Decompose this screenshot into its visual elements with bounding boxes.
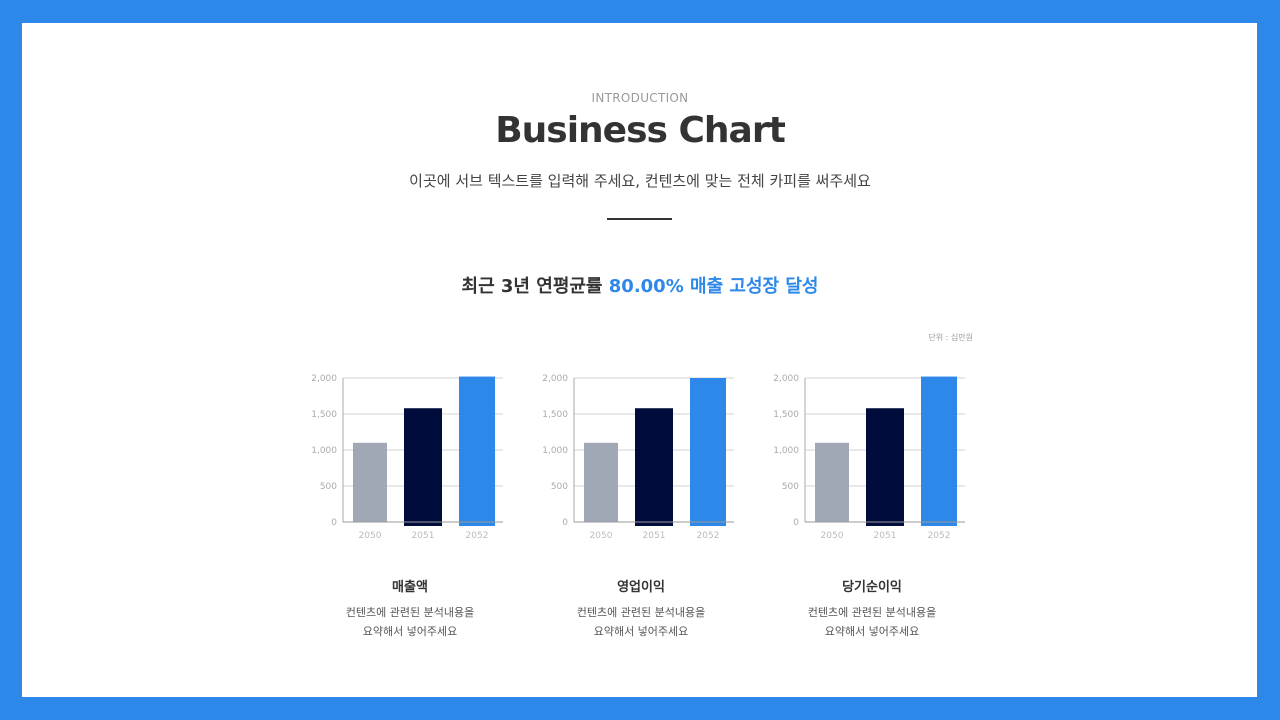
y-tick-label: 1,000 [773, 446, 799, 456]
bar-2051 [404, 408, 442, 526]
y-tick-label: 2,000 [773, 374, 799, 384]
bar-2051 [635, 408, 673, 526]
x-tick-label: 2052 [928, 531, 951, 541]
headline: 최근 3년 연평균률 80.00% 매출 고성장 달성 [0, 272, 1280, 298]
subtitle: 이곳에 서브 텍스트를 입력해 주세요, 컨텐츠에 맞는 전체 카피를 써주세요 [409, 172, 871, 190]
chart-1: 0 500 1,000 1,500 2,000 2050 2051 2052 [542, 374, 734, 541]
chart-title: 당기순이익 [842, 580, 902, 595]
description-line: 컨텐츠에 관련된 분석내용을 [807, 606, 937, 619]
page-title: Business Chart [495, 110, 786, 151]
chart-title: 영업이익 [617, 580, 665, 595]
x-tick-label: 2050 [359, 531, 382, 541]
chart-title: 매출액 [392, 580, 428, 595]
y-tick-label: 0 [562, 518, 568, 528]
x-tick-label: 2052 [466, 531, 489, 541]
bar-2050 [353, 442, 387, 522]
slide-card [22, 23, 1257, 697]
headline-highlight: 80.00% 매출 고성장 달성 [608, 276, 819, 297]
bar-2050 [815, 442, 849, 522]
bar-2052 [690, 378, 726, 526]
y-tick-label: 1,500 [773, 410, 799, 420]
chart-0: 0 500 1,000 1,500 2,000 2050 2051 2052 [311, 374, 503, 541]
description-line: 컨텐츠에 관련된 분석내용을 [576, 606, 706, 619]
x-tick-label: 2052 [697, 531, 720, 541]
y-tick-label: 0 [331, 518, 337, 528]
x-tick-label: 2051 [874, 531, 897, 541]
description-line: 요약해서 넣어주세요 [362, 625, 458, 638]
y-tick-label: 500 [320, 482, 337, 492]
unit-label: 단위 : 십만원 [928, 333, 973, 342]
y-tick-label: 1,000 [542, 446, 568, 456]
description-line: 요약해서 넣어주세요 [824, 625, 920, 638]
x-tick-label: 2050 [821, 531, 844, 541]
headline-prefix: 최근 3년 연평균률 [461, 276, 609, 297]
intro-label: INTRODUCTION [591, 91, 689, 105]
y-tick-label: 1,500 [311, 410, 337, 420]
bar-2051 [866, 408, 904, 526]
y-tick-label: 2,000 [311, 374, 337, 384]
y-tick-label: 500 [782, 482, 799, 492]
y-tick-label: 1,500 [542, 410, 568, 420]
description-line: 컨텐츠에 관련된 분석내용을 [345, 606, 475, 619]
bar-2052 [921, 376, 957, 526]
divider [607, 218, 672, 220]
x-tick-label: 2050 [590, 531, 613, 541]
chart-2: 0 500 1,000 1,500 2,000 2050 2051 2052 [773, 374, 965, 541]
x-tick-label: 2051 [643, 531, 666, 541]
y-tick-label: 2,000 [542, 374, 568, 384]
y-tick-label: 1,000 [311, 446, 337, 456]
bar-2050 [584, 442, 618, 522]
y-tick-label: 0 [793, 518, 799, 528]
y-tick-label: 500 [551, 482, 568, 492]
bar-2052 [459, 376, 495, 526]
description-line: 요약해서 넣어주세요 [593, 625, 689, 638]
x-tick-label: 2051 [412, 531, 435, 541]
